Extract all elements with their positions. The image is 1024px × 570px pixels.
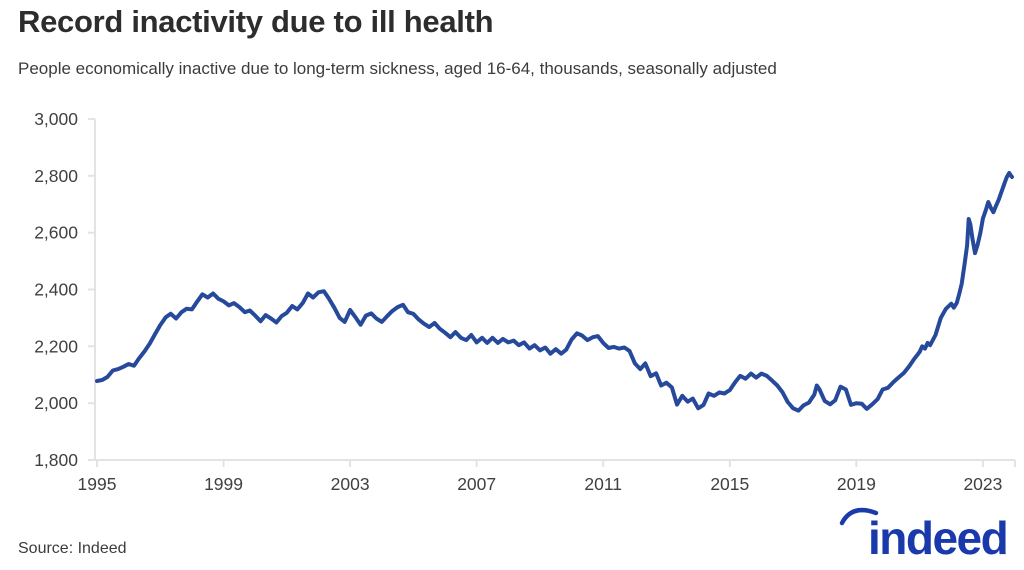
x-tick-label: 2007	[457, 474, 496, 494]
x-tick-label: 1999	[204, 474, 243, 494]
y-tick-label: 2,200	[34, 336, 78, 356]
y-tick-label: 3,000	[34, 109, 78, 129]
indeed-logo-text: indeed	[868, 512, 1007, 561]
y-tick-label: 2,400	[34, 280, 78, 300]
x-tick-label: 2019	[837, 474, 876, 494]
y-tick-label: 2,000	[34, 393, 78, 413]
x-tick-label: 2015	[710, 474, 749, 494]
data-line	[95, 171, 1014, 413]
chart-title: Record inactivity due to ill health	[18, 4, 494, 39]
source-note: Source: Indeed	[18, 540, 127, 557]
x-tick-label: 2023	[963, 474, 1002, 494]
indeed-logo: indeed	[826, 505, 1016, 566]
y-tick-label: 2,800	[34, 166, 78, 186]
indeed-logo-swoosh-icon	[839, 507, 879, 526]
chart-subtitle: People economically inactive due to long…	[18, 59, 777, 78]
x-tick-label: 2011	[584, 474, 622, 494]
y-tick-label: 2,600	[34, 223, 78, 243]
x-tick-label: 1995	[78, 474, 117, 494]
x-tick-label: 2003	[331, 474, 370, 494]
y-tick-label: 1,800	[34, 450, 78, 470]
